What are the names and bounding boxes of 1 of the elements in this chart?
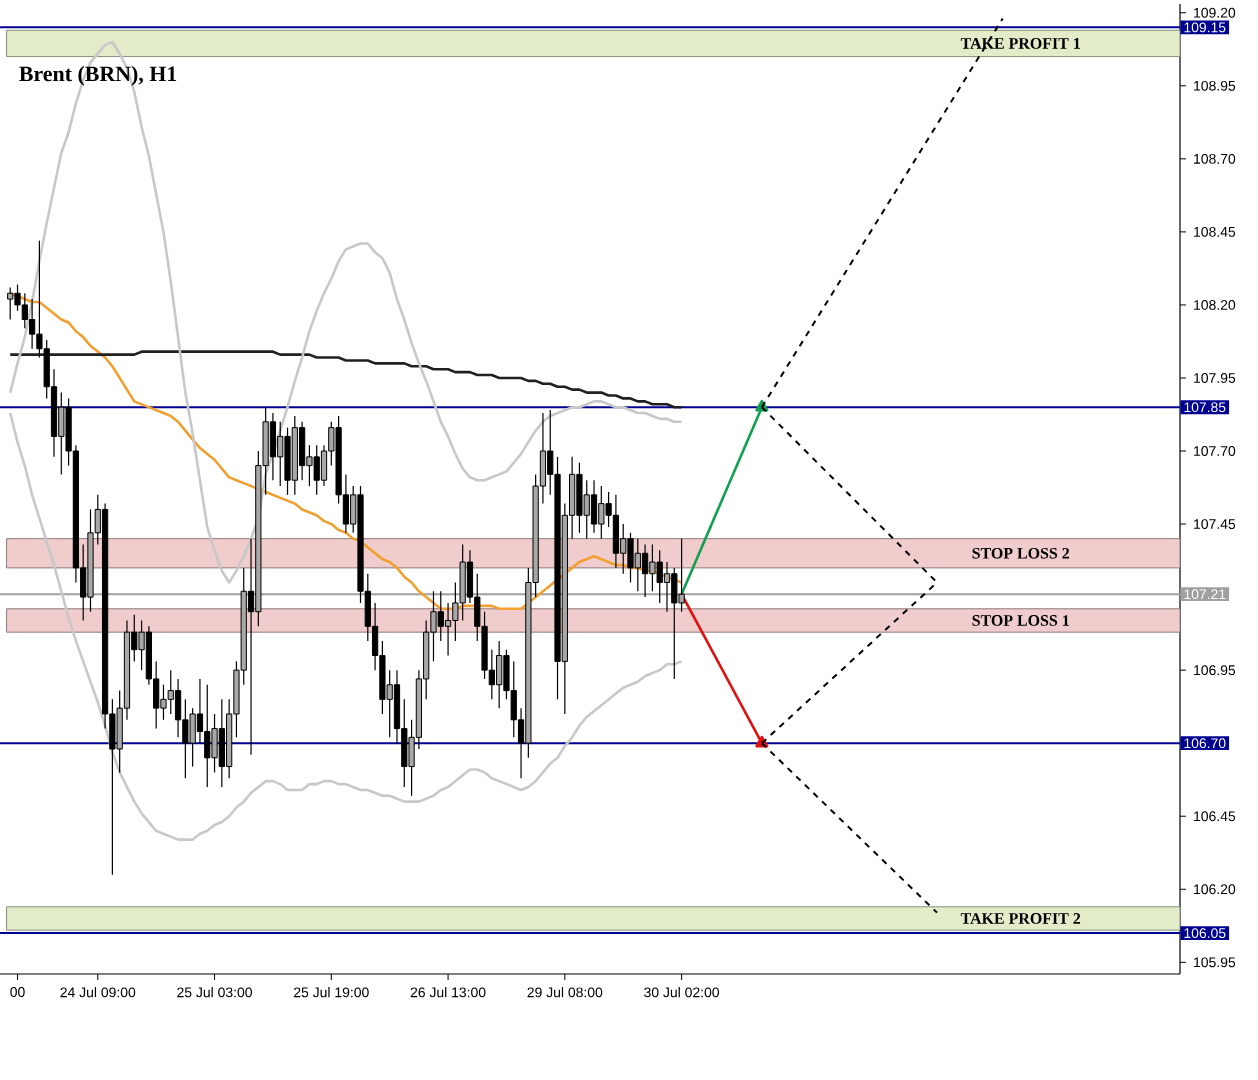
text: Brent (BRN), H1 (19, 65, 177, 86)
